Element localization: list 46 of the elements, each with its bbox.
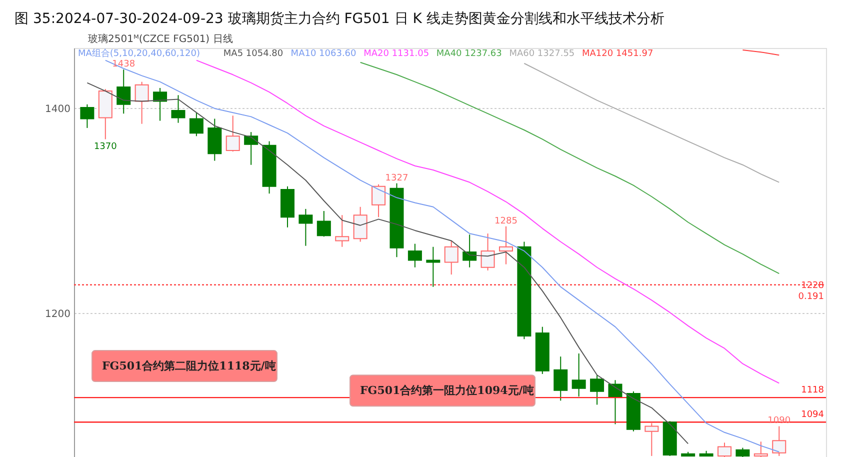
annotation: MA组合(5,10,20,40,60,120) [78,48,200,59]
candlestick [444,240,458,276]
annotation: FG501合约第二阻力位1118元/吨 [102,360,276,373]
line-series [86,82,689,444]
candlestick [226,115,240,152]
candlestick [153,87,168,122]
ref-line-label: 1118 [801,386,824,396]
candlestick [480,233,495,271]
candlestick [353,206,368,242]
line-series [360,62,780,274]
candlestick [189,112,204,137]
annotation: 1370 [94,142,118,152]
candlestick [316,210,331,238]
y-tick-label: 1400 [45,104,70,115]
candlestick [572,352,586,398]
line-series [524,62,780,183]
candlestick [244,132,258,166]
annotation: 1327 [385,173,408,184]
annotation: 1285 [494,216,518,226]
text: MA10 1063.60 [290,49,357,59]
text: 玻璃2501ᴹ(CZCE FG501) 日线 [88,33,233,45]
candlestick [116,69,131,114]
text: MA20 1131.05 [364,49,430,59]
candlestick [134,81,149,124]
candlestick [590,374,604,406]
ref-line-label: 1094 [801,410,824,420]
candlestick [335,214,350,248]
candlestick [80,104,94,128]
candlestick [171,94,186,124]
candlestick [608,380,622,425]
ref-line-label: 1228 0.191 [798,280,824,302]
text: MA120 1451.97 [582,49,654,59]
text: MA40 1237.63 [436,49,502,59]
text: MA5 1054.80 [223,49,284,59]
candlestick [298,208,313,246]
candlestick [408,243,422,268]
candlestick [426,246,440,288]
y-tick-label: 1200 [45,308,70,320]
series-label: MA60 1327.55 [509,49,575,59]
candlestick [554,356,568,402]
annotation: 1438 [112,60,136,70]
candlestick [372,184,386,218]
chart-title: 图 35:2024-07-30-2024-09-23 玻璃期货主力合约 FG501 日 K 线走势图黄金分割线和水平线技术分析 [14,11,664,27]
annotation: FG501合约第一阻力位1094元/吨 [360,384,534,398]
candlestick [498,226,513,265]
candlestick [736,447,750,457]
